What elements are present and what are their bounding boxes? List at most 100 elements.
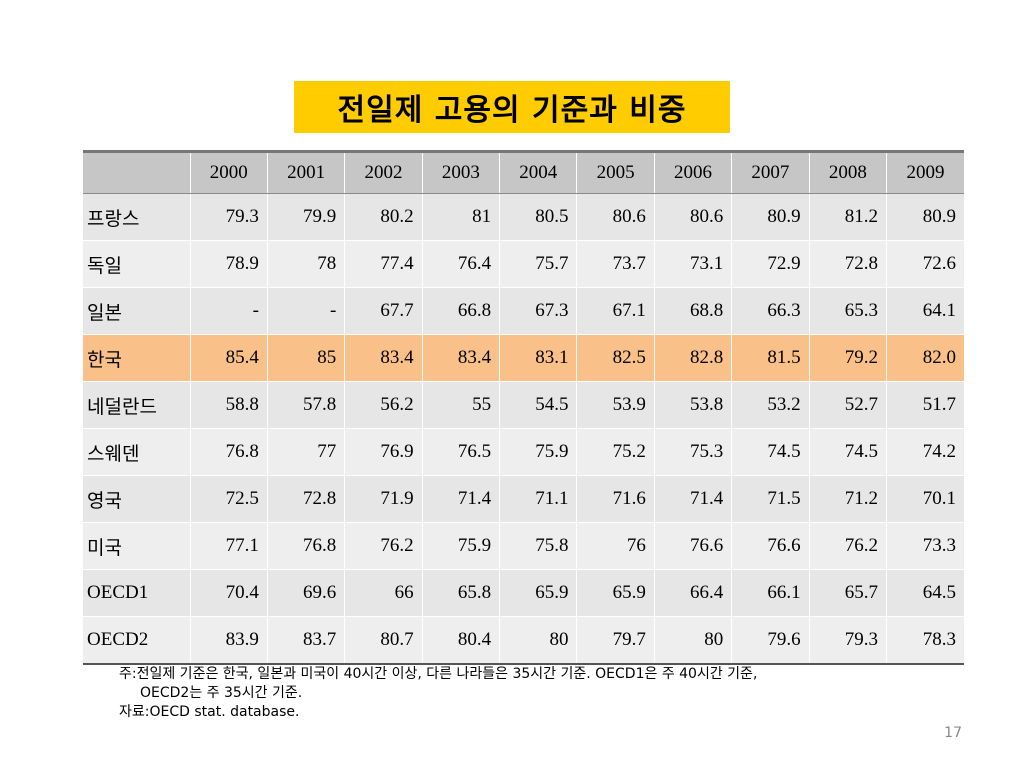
table-cell: 82.5 (576, 334, 655, 382)
row-label: 스웨덴 (83, 428, 190, 476)
footnote-line: 주:전일제 기준은 한국, 일본과 미국이 40시간 이상, 다른 나라들은 3… (119, 666, 758, 682)
table-cell: 80 (653, 616, 732, 665)
table-cell: 76.9 (344, 428, 423, 476)
table-cell: 78 (266, 240, 345, 288)
table-cell: 53.9 (576, 381, 655, 429)
table-cell: 65.8 (421, 569, 500, 617)
table-row: 스웨덴 76.8 77 76.9 76.5 75.9 75.2 75.3 74.… (83, 428, 964, 476)
footnote-line: OECD2는 주 35시간 기준. (140, 685, 303, 701)
table-cell: 52.7 (808, 381, 887, 429)
table-cell: 72.8 (808, 240, 887, 288)
row-label: 미국 (83, 522, 190, 570)
table-cell: 73.3 (886, 522, 964, 570)
table-cell: 82.0 (886, 334, 964, 382)
table-cell: 76.8 (266, 522, 345, 570)
table-row: 네덜란드 58.8 57.8 56.2 55 54.5 53.9 53.8 53… (83, 381, 964, 429)
table-cell: 79.3 (808, 616, 887, 665)
table-cell: 76.6 (653, 522, 732, 570)
row-label: 영국 (83, 475, 190, 523)
table-cell: 71.4 (421, 475, 500, 523)
table-cell: 76.2 (808, 522, 887, 570)
header-cell: 2003 (421, 150, 500, 194)
table-cell: 80.6 (576, 193, 655, 241)
table-cell: 81.5 (731, 334, 810, 382)
table-cell: 83.4 (421, 334, 500, 382)
row-label: 한국 (83, 334, 190, 382)
table-cell: 71.4 (653, 475, 732, 523)
table-cell: 53.8 (653, 381, 732, 429)
table-cell: 71.6 (576, 475, 655, 523)
table-cell: 75.9 (499, 428, 577, 476)
employment-table: 2000 2001 2002 2003 2004 2005 2006 2007 … (83, 150, 964, 665)
table-cell: 79.2 (808, 334, 887, 382)
table-cell: 79.9 (266, 193, 345, 241)
table-cell: 80.9 (731, 193, 810, 241)
table-cell: 66.8 (421, 287, 500, 335)
table-cell: - (189, 287, 268, 335)
table-cell: 80.6 (653, 193, 732, 241)
table-cell: 80.5 (499, 193, 577, 241)
table-cell: 70.1 (886, 475, 964, 523)
table-cell: 76.5 (421, 428, 500, 476)
table-cell: 69.6 (266, 569, 345, 617)
table-cell: 83.9 (189, 616, 268, 665)
table-cell: 66 (344, 569, 423, 617)
table-cell: 82.8 (653, 334, 732, 382)
header-cell: 2002 (344, 150, 423, 194)
table-cell: 73.1 (653, 240, 732, 288)
header-cell: 2009 (886, 150, 964, 194)
table-cell: 72.5 (189, 475, 268, 523)
table-cell: 80.9 (886, 193, 964, 241)
table-cell: 75.9 (421, 522, 500, 570)
table-cell: 56.2 (344, 381, 423, 429)
table-cell: 83.1 (499, 334, 577, 382)
table-cell: 72.8 (266, 475, 345, 523)
page-title: 전일제 고용의 기준과 비중 (337, 93, 687, 128)
table-cell: 78.3 (886, 616, 964, 665)
table-cell: 71.2 (808, 475, 887, 523)
table-cell: 72.9 (731, 240, 810, 288)
table-cell: 79.7 (576, 616, 655, 665)
table-cell: 65.7 (808, 569, 887, 617)
table-cell: 64.5 (886, 569, 964, 617)
table-cell: 64.1 (886, 287, 964, 335)
table-cell: 78.9 (189, 240, 268, 288)
table-cell: 85.4 (189, 334, 268, 382)
table-cell: 67.7 (344, 287, 423, 335)
table-cell: 85 (266, 334, 345, 382)
table-cell: 58.8 (189, 381, 268, 429)
table-cell: 79.3 (189, 193, 268, 241)
table-cell: 76.4 (421, 240, 500, 288)
header-cell: 2008 (808, 150, 887, 194)
table-row: OECD2 83.9 83.7 80.7 80.4 80 79.7 80 79.… (83, 616, 964, 665)
table-cell: 71.5 (731, 475, 810, 523)
table-cell: 76.2 (344, 522, 423, 570)
table-cell: 65.9 (499, 569, 577, 617)
table-cell: 75.2 (576, 428, 655, 476)
table-cell: 81.2 (808, 193, 887, 241)
table-cell: 72.6 (886, 240, 964, 288)
table-cell: 79.6 (731, 616, 810, 665)
source-note: 자료:OECD stat. database. (119, 704, 300, 720)
table-cell: 67.1 (576, 287, 655, 335)
row-label: OECD2 (83, 616, 190, 665)
header-cell: 2000 (189, 150, 268, 194)
table-cell: 73.7 (576, 240, 655, 288)
table-cell: 77.1 (189, 522, 268, 570)
table-cell: 76 (576, 522, 655, 570)
header-cell: 2006 (653, 150, 732, 194)
title-banner: 전일제 고용의 기준과 비중 (294, 81, 730, 133)
table-cell: 67.3 (499, 287, 577, 335)
table-cell: 81 (421, 193, 500, 241)
row-label: 일본 (83, 287, 190, 335)
table-cell: 74.5 (808, 428, 887, 476)
table-cell: 83.7 (266, 616, 345, 665)
page-number: 17 (944, 725, 962, 741)
table-cell: 76.8 (189, 428, 268, 476)
table-cell: 75.3 (653, 428, 732, 476)
header-cell: 2005 (576, 150, 655, 194)
header-cell: 2007 (731, 150, 810, 194)
table-row-highlighted: 한국 85.4 85 83.4 83.4 83.1 82.5 82.8 81.5… (83, 334, 964, 382)
table-cell: 53.2 (731, 381, 810, 429)
table-cell: 71.1 (499, 475, 577, 523)
